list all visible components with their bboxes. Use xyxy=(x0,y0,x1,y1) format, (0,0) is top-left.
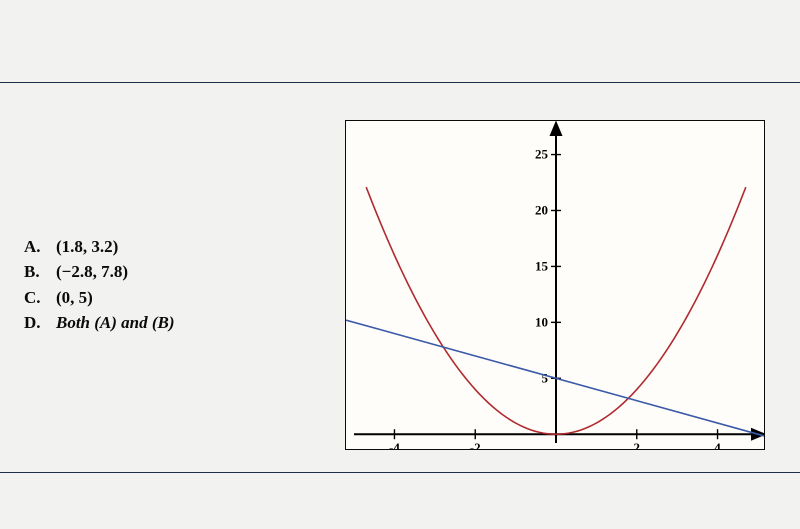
choice-d: D. Both (A) and (B) xyxy=(24,310,310,336)
svg-text:-2: -2 xyxy=(470,440,481,450)
svg-text:5: 5 xyxy=(542,370,549,385)
choice-c: C. (0, 5) xyxy=(24,285,310,311)
choice-letter: C. xyxy=(24,285,42,311)
svg-text:25: 25 xyxy=(535,146,549,161)
content-row: A. (1.8, 3.2) B. (−2.8, 7.8) C. (0, 5) D. Both … xyxy=(0,100,800,469)
choice-text: (0, 5) xyxy=(56,285,93,311)
xy-chart: -4 -2 2 4 5 10 15 20 25 xyxy=(345,120,765,450)
choice-text: Both (A) and (B) xyxy=(56,310,175,336)
svg-text:2: 2 xyxy=(634,440,641,450)
choice-b: B. (−2.8, 7.8) xyxy=(24,259,310,285)
choice-letter: D. xyxy=(24,310,42,336)
svg-text:20: 20 xyxy=(535,202,548,217)
svg-text:4: 4 xyxy=(714,440,721,450)
svg-text:15: 15 xyxy=(535,258,549,273)
choice-letter: A. xyxy=(24,234,42,260)
choice-text: (−2.8, 7.8) xyxy=(56,259,128,285)
answer-choices: A. (1.8, 3.2) B. (−2.8, 7.8) C. (0, 5) D. Both … xyxy=(0,234,310,336)
svg-text:-4: -4 xyxy=(389,440,400,450)
rule-bottom xyxy=(0,472,800,473)
svg-text:10: 10 xyxy=(535,314,548,329)
choice-text: (1.8, 3.2) xyxy=(56,234,118,260)
choice-a: A. (1.8, 3.2) xyxy=(24,234,310,260)
choice-letter: B. xyxy=(24,259,42,285)
chart-container: -4 -2 2 4 5 10 15 20 25 xyxy=(310,120,800,450)
rule-top xyxy=(0,82,800,83)
